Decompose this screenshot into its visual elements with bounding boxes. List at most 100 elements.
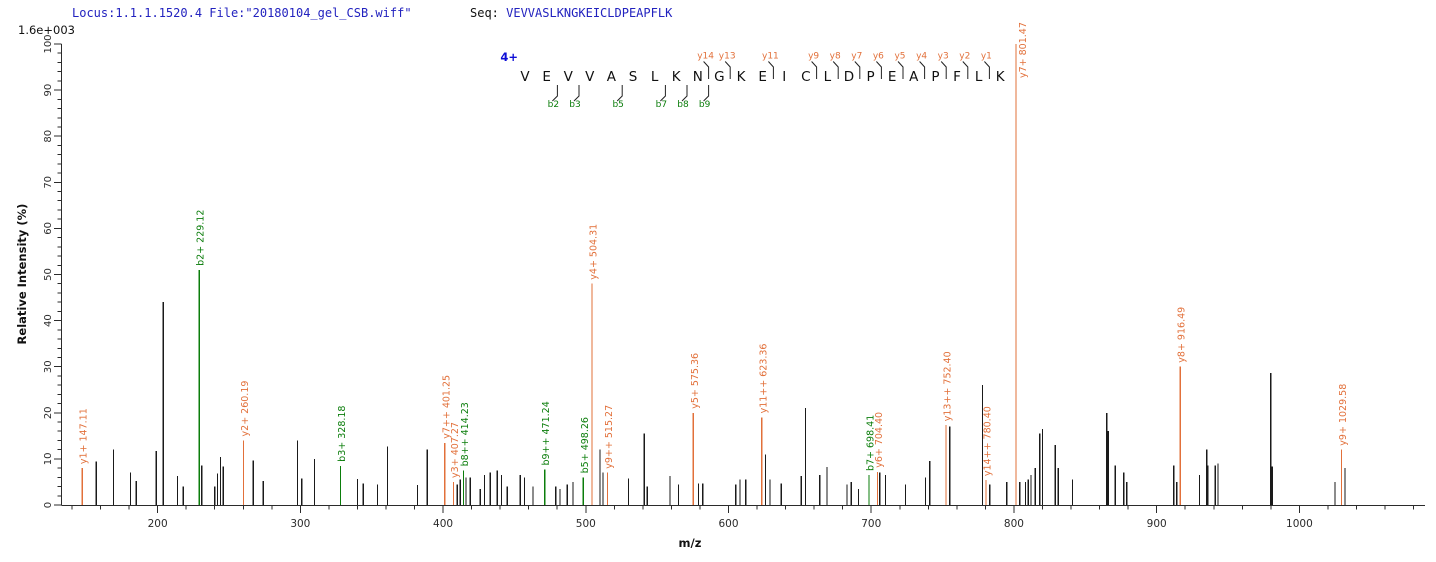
y-ion-peak-label: y14++ 780.40 — [982, 406, 993, 476]
seq-value: VEVVASLKNGKEICLDPEAPFLK — [506, 6, 673, 20]
x-tick-label: 700 — [861, 518, 881, 530]
residue-letter: K — [996, 69, 1006, 85]
x-tick-label: 600 — [718, 518, 738, 530]
y-ion-peak-label: y3+ 407.27 — [450, 422, 461, 478]
residue-letter: E — [888, 69, 897, 85]
seq-label: Seq: — [470, 6, 507, 20]
residue-letter: E — [758, 69, 767, 85]
b-ion-ladder-label: b3 — [569, 100, 580, 110]
intensity-scale-note: 1.6e+003 — [18, 23, 75, 37]
y-ion-ladder-label: y1 — [981, 52, 992, 62]
x-tick-label: 900 — [1147, 518, 1167, 530]
y-tick-label: 80 — [43, 130, 54, 143]
residue-letter: S — [629, 69, 638, 85]
x-tick-label: 200 — [148, 518, 168, 530]
y-ion-peak-label: y6+ 704.40 — [874, 412, 885, 468]
residue-letter: A — [909, 69, 919, 85]
residue-letter: L — [975, 69, 983, 85]
b-ion-peak-label: b3+ 328.18 — [337, 406, 348, 462]
y-ion-tick — [984, 61, 990, 79]
residue-letter: N — [693, 69, 703, 85]
y-ion-ladder-label: y13 — [719, 52, 736, 62]
y-ion-peak-label: y1+ 147.11 — [79, 408, 90, 464]
y-ion-ladder-label: y6 — [873, 52, 884, 62]
residue-letter: E — [542, 69, 551, 85]
residue-letter: A — [607, 69, 617, 85]
residue-letter: L — [824, 69, 832, 85]
b-ion-tick — [703, 85, 710, 102]
residue-letter: C — [801, 69, 810, 85]
residue-letter: G — [714, 69, 724, 85]
y-ion-tick — [854, 61, 861, 79]
x-tick-label: 300 — [290, 518, 310, 530]
b-ion-tick — [552, 85, 558, 102]
y-ion-peak-label: y13++ 752.40 — [943, 351, 954, 421]
x-axis-title: m/z — [679, 536, 702, 550]
precursor-charge-label: 4+ — [500, 50, 518, 64]
y-tick-label: 100 — [43, 34, 54, 53]
y-ion-tick — [703, 61, 710, 79]
y-ion-ladder-label: y4 — [916, 52, 927, 62]
b-ion-peak-label: b2+ 229.12 — [196, 210, 207, 266]
y-ion-ladder-label: y3 — [938, 52, 949, 62]
b-ion-ladder-label: b9 — [699, 100, 711, 110]
y-ion-peak-label: y2+ 260.19 — [240, 381, 251, 437]
y-tick-label: 50 — [43, 268, 54, 281]
b-ion-peak-label: b9++ 471.24 — [541, 401, 552, 465]
locus-file-text: Locus:1.1.1.1520.4 File:"20180104_gel_CS… — [72, 6, 412, 20]
y-ion-peak-label: y7+ 801.47 — [1018, 22, 1029, 78]
b-ion-ladder-label: b5 — [612, 100, 623, 110]
b-ion-ladder-label: b7 — [656, 100, 667, 110]
b-ion-tick — [681, 85, 688, 102]
residue-letter: L — [651, 69, 659, 85]
y-ion-ladder-label: y5 — [894, 52, 905, 62]
b-ion-ladder-label: b8 — [677, 100, 689, 110]
y-ion-ladder-label: y8 — [830, 52, 841, 62]
b-ion-peak-label: b8++ 414.23 — [460, 402, 471, 466]
x-tick-label: 500 — [576, 518, 596, 530]
b-ion-peak-label: b7+ 698.41 — [865, 415, 876, 471]
x-tick-label: 800 — [1004, 518, 1024, 530]
b-ion-tick — [616, 85, 623, 102]
y-ion-peak-label: y9++ 515.27 — [604, 405, 615, 469]
residue-letter: V — [564, 69, 574, 85]
y-ion-ladder-label: y9 — [808, 52, 819, 62]
y-ion-peak-label: y9+ 1029.58 — [1338, 384, 1349, 446]
y-ion-ladder-label: y14 — [697, 52, 714, 62]
b-ion-tick — [660, 85, 666, 102]
y-tick-label: 40 — [43, 314, 54, 327]
y-ion-tick — [832, 61, 839, 79]
b-ion-ladder-label: b2 — [548, 100, 559, 110]
b-ion-tick — [573, 85, 580, 102]
b-ion-peak-label: b5+ 498.26 — [580, 417, 591, 473]
residue-letter: V — [520, 69, 530, 85]
y-ion-ladder-label: y7 — [851, 52, 862, 62]
y-ion-tick — [724, 61, 731, 79]
y-ion-tick — [768, 61, 774, 79]
y-tick-label: 20 — [43, 406, 54, 419]
y-tick-label: 70 — [43, 176, 54, 189]
residue-letter: V — [585, 69, 595, 85]
y-ion-tick — [876, 61, 882, 79]
y-tick-label: 10 — [43, 453, 54, 466]
residue-letter: I — [782, 69, 786, 85]
y-ion-ladder-label: y11 — [762, 52, 779, 62]
x-tick-label: 400 — [433, 518, 453, 530]
y-tick-label: 90 — [43, 84, 54, 97]
y-ion-tick — [897, 61, 904, 79]
y-ion-tick — [811, 61, 818, 79]
y-tick-label: 60 — [43, 222, 54, 235]
y-ion-peak-label: y4+ 504.31 — [588, 224, 599, 280]
y-axis-title: Relative Intensity (%) — [15, 204, 29, 345]
x-tick-label: 1000 — [1286, 518, 1313, 530]
residue-letter: K — [737, 69, 747, 85]
y-ion-peak-label: y5+ 575.36 — [690, 353, 701, 409]
residue-letter: F — [953, 69, 961, 85]
residue-letter: D — [844, 69, 854, 85]
y-ion-tick — [940, 61, 947, 79]
sequence-header: Seq: VEVVASLKNGKEICLDPEAPFLK — [470, 6, 672, 20]
y-ion-tick — [919, 61, 926, 79]
y-ion-ladder-label: y2 — [959, 52, 970, 62]
